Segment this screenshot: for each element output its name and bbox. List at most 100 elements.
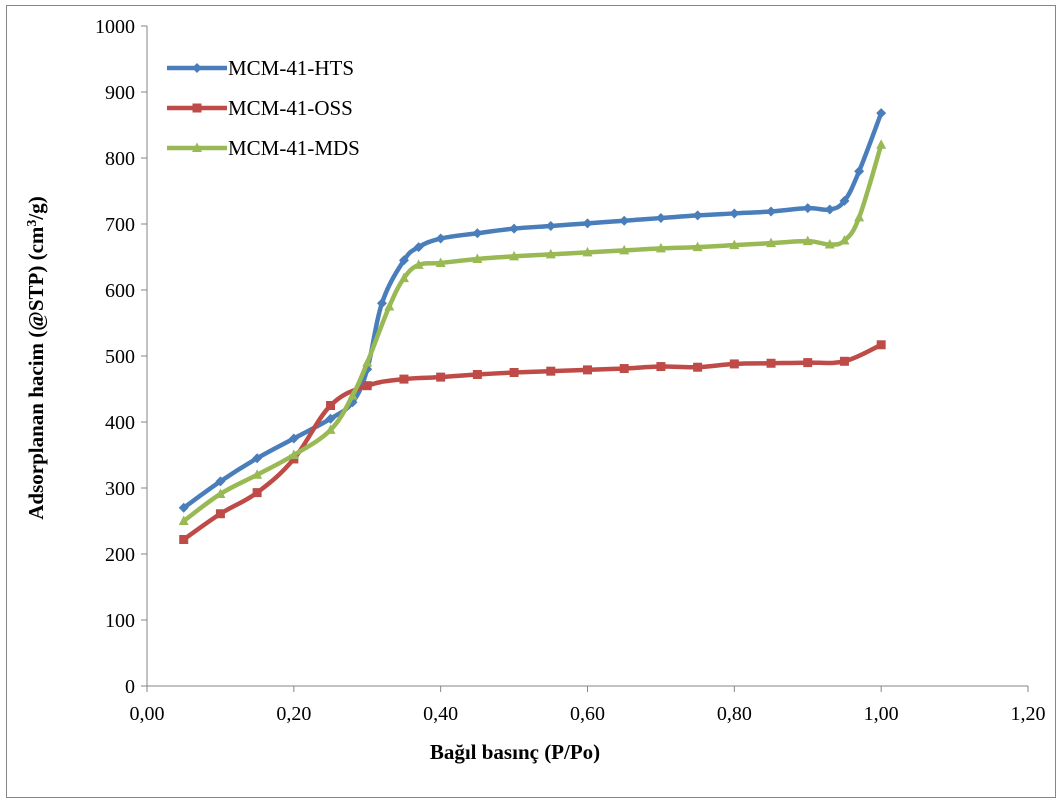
legend-label: MCM-41-MDS (228, 136, 360, 160)
x-tick-label: 0,60 (570, 703, 605, 725)
triangle-marker (347, 390, 358, 400)
square-marker (876, 340, 886, 350)
y-tick-label: 500 (105, 346, 135, 368)
x-tick-label: 0,80 (717, 703, 752, 725)
diamond-marker (288, 433, 299, 444)
triangle-marker (876, 139, 887, 149)
legend-label: MCM-41-HTS (228, 56, 354, 80)
y-tick-label: 400 (105, 412, 135, 434)
triangle-marker (839, 235, 850, 245)
triangle-marker (178, 515, 189, 525)
diamond-marker (192, 63, 202, 73)
y-tick-label: 300 (105, 478, 135, 500)
triangle-marker (325, 424, 336, 434)
legend-item: MCM-41-MDS (167, 136, 360, 160)
legend-item: MCM-41-HTS (167, 56, 354, 80)
y-axis-title-main: Adsorplanan hacim (@STP) (cm (24, 226, 48, 520)
square-marker (656, 362, 666, 372)
diamond-marker (802, 203, 813, 214)
triangle-marker (472, 253, 483, 263)
square-marker (693, 362, 703, 372)
x-tick-label: 1,20 (1011, 703, 1046, 725)
triangle-marker (802, 235, 813, 246)
diamond-marker (435, 233, 446, 244)
diamond-marker (824, 204, 835, 215)
triangle-marker (509, 250, 520, 261)
diamond-marker (545, 220, 556, 231)
square-marker (326, 401, 336, 410)
series-line (181, 110, 884, 511)
triangle-marker (398, 272, 409, 283)
y-axis-title-unit: /g) (24, 196, 48, 220)
square-marker (472, 369, 482, 379)
diamond-marker (876, 108, 887, 119)
series-mcm-41-mds (178, 139, 887, 525)
square-marker (252, 488, 262, 498)
square-marker (509, 368, 519, 377)
diamond-marker (509, 223, 520, 234)
x-tick-label: 1,00 (864, 703, 899, 725)
series-mcm-41-hts (178, 108, 887, 513)
square-marker (729, 359, 739, 369)
square-marker (619, 364, 629, 374)
y-axis-title-superscript: 3 (25, 220, 40, 227)
square-marker (192, 103, 202, 113)
diamond-marker (766, 206, 777, 217)
y-tick-label: 100 (105, 610, 135, 632)
diamond-marker (839, 195, 850, 206)
y-tick-label: 700 (105, 214, 135, 236)
triangle-marker (582, 246, 593, 257)
x-tick-label: 0,00 (130, 703, 165, 725)
square-marker (546, 366, 556, 376)
square-marker (803, 358, 813, 368)
diamond-marker (252, 453, 263, 464)
triangle-marker (384, 301, 395, 311)
diamond-marker (692, 210, 703, 221)
y-tick-label: 200 (105, 544, 135, 566)
diamond-marker (619, 215, 630, 226)
y-tick-label: 1000 (95, 16, 135, 38)
triangle-marker (252, 469, 263, 479)
triangle-marker (824, 238, 835, 249)
square-marker (766, 358, 776, 368)
legend-label: MCM-41-OSS (228, 96, 353, 120)
diamond-marker (655, 213, 666, 224)
triangle-marker (362, 357, 373, 367)
square-marker (839, 356, 849, 366)
triangle-marker (545, 248, 556, 259)
square-marker (399, 374, 409, 384)
legend: MCM-41-HTS MCM-41-OSS MCM-41-MDS (167, 56, 360, 160)
triangle-marker (192, 142, 202, 152)
square-marker (436, 372, 446, 382)
y-tick-label: 600 (105, 280, 135, 302)
square-marker (215, 509, 225, 519)
triangle-marker (729, 239, 740, 250)
triangle-marker (288, 449, 299, 459)
legend-item: MCM-41-OSS (167, 96, 353, 120)
triangle-marker (766, 237, 777, 248)
triangle-marker (619, 244, 630, 255)
square-marker (179, 534, 189, 544)
diamond-marker (582, 218, 593, 229)
diamond-marker (325, 413, 336, 424)
triangle-marker (435, 257, 446, 267)
triangle-marker (215, 488, 226, 498)
x-axis-title: Bağıl basınç (P/Po) (430, 740, 600, 764)
square-marker (362, 381, 372, 391)
triangle-marker (854, 211, 865, 222)
y-tick-label: 900 (105, 82, 135, 104)
y-axis-title: Adsorplanan hacim (@STP) (cm3/g) (24, 196, 48, 519)
diamond-marker (215, 476, 226, 487)
diamond-marker (729, 208, 740, 219)
x-tick-label: 0,40 (423, 703, 458, 725)
diamond-marker (413, 242, 424, 253)
chart-svg: 0 100 200 300 400 500 600 700 800 900 1000 0,00 0,20… (24, 16, 1046, 764)
chart-frame: 0 100 200 300 400 500 600 700 800 900 1000 0,00 0,20… (6, 5, 1056, 798)
diamond-marker (854, 166, 865, 177)
x-tick-label: 0,20 (276, 703, 311, 725)
square-marker (583, 365, 592, 375)
triangle-marker (692, 241, 703, 252)
y-tick-label: 800 (105, 148, 135, 170)
diamond-marker (472, 228, 483, 239)
triangle-marker (655, 242, 666, 253)
